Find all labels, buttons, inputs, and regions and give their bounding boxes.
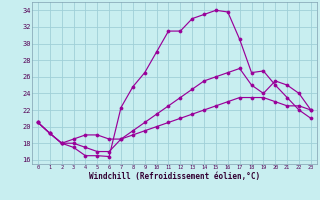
X-axis label: Windchill (Refroidissement éolien,°C): Windchill (Refroidissement éolien,°C) — [89, 172, 260, 181]
